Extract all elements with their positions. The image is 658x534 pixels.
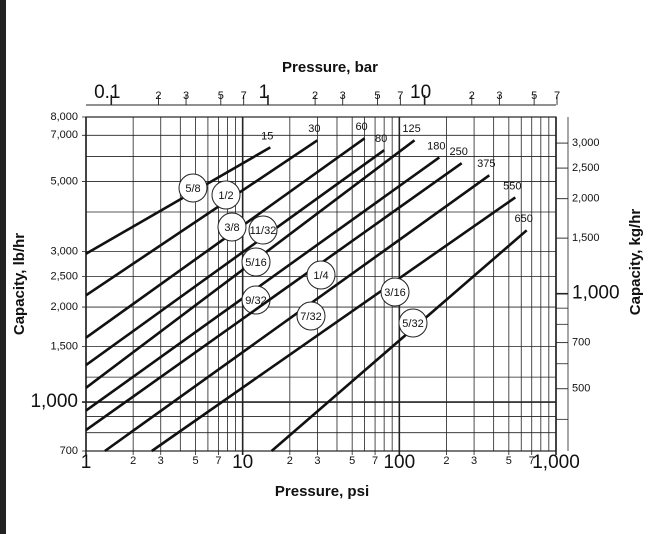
x-tick-label: 5 [506,455,512,467]
orifice-marker [296,301,326,331]
pressure-label: 180 [427,140,445,152]
series-line [85,162,463,432]
y-tick-label: 1,000 [30,391,78,412]
pressure-label: 60 [355,121,367,133]
x-tick-label: 7 [215,455,221,467]
series-line [85,139,319,297]
x-tick-label: 7 [529,455,535,467]
orifice-marker [306,260,336,290]
x-tick-label: 3 [158,455,164,467]
x-tick-label: 2 [130,455,136,467]
x2-tick-label: 7 [554,90,560,102]
x-axis-title: Pressure, psi [275,483,369,500]
y2-tick-label: 2,500 [572,162,600,174]
x-tick-label: 7 [372,455,378,467]
x-tick-label: 10 [232,452,253,473]
orifice-marker [211,180,241,210]
x2-tick-label: 0.1 [94,82,120,103]
y-axis-title: Capacity, lb/hr [11,233,28,335]
x2-tick-label: 5 [218,90,224,102]
orifice-marker [241,247,271,277]
pressure-label: 30 [308,123,320,135]
pressure-label: 375 [477,158,495,170]
x2-tick-label: 7 [397,90,403,102]
orifice-marker [178,173,208,203]
y2-tick-label: 1,500 [572,232,600,244]
y-tick-label: 1,500 [50,340,78,352]
x2-tick-label: 1 [259,82,270,103]
y-tick-label: 3,000 [50,245,78,257]
series-line [151,196,517,453]
orifice-label: 5/32 [402,318,423,330]
pressure-label: 250 [449,146,467,158]
pressure-label: 125 [402,123,420,135]
plot-frame [85,116,557,452]
y2-tick-label: 1,000 [572,283,620,304]
orifice-marker [398,308,428,338]
orifice-label: 5/8 [185,183,200,195]
y2-tick-label: 700 [572,337,590,349]
orifice-label: 5/16 [245,257,266,269]
x-tick-label: 2 [287,455,293,467]
y-tick-label: 5,000 [50,175,78,187]
orifice-label: 1/2 [218,190,233,202]
series-line [85,156,441,412]
pressure-label: 650 [515,213,533,225]
series-line [270,229,528,452]
x2-tick-label: 2 [155,90,161,102]
x-tick-label: 5 [349,455,355,467]
x2-tick-label: 2 [312,90,318,102]
y2-tick-label: 2,000 [572,193,600,205]
orifice-label: 3/16 [384,287,405,299]
y2-tick-label: 500 [572,383,590,395]
orifice-label: 3/8 [224,222,239,234]
x2-tick-label: 3 [183,90,189,102]
window-edge [0,0,6,534]
pressure-label: 80 [375,133,387,145]
orifice-label: 7/32 [300,311,321,323]
y-tick-label: 2,500 [50,270,78,282]
orifice-label: 11/32 [250,225,277,237]
x-tick-label: 3 [471,455,477,467]
y2-axis-title: Capacity, kg/hr [627,209,644,316]
x-tick-label: 5 [192,455,198,467]
top-axis-title: Pressure, bar [282,59,378,76]
x2-tick-label: 7 [241,90,247,102]
x-tick-label: 1,000 [532,452,580,473]
y2-tick-label: 3,000 [572,137,600,149]
orifice-marker [217,212,247,242]
y-tick-label: 8,000 [50,111,78,123]
x-tick-label: 3 [314,455,320,467]
x2-tick-label: 10 [410,82,431,103]
x2-tick-label: 5 [531,90,537,102]
orifice-marker [380,277,410,307]
series-line [85,146,271,255]
pressure-label: 15 [261,130,273,142]
x2-tick-label: 3 [340,90,346,102]
series-line [85,149,385,367]
y-tick-label: 2,000 [50,301,78,313]
orifice-label: 1/4 [313,270,328,282]
pressure-label: 550 [503,180,521,192]
x-tick-label: 2 [443,455,449,467]
x-tick-label: 100 [383,452,415,473]
x2-tick-label: 5 [374,90,380,102]
orifice-marker [248,215,278,245]
y-tick-label: 7,000 [50,129,78,141]
y-tick-label: 700 [60,445,78,457]
x-tick-label: 1 [81,452,92,473]
x2-tick-label: 3 [496,90,502,102]
x2-tick-label: 2 [469,90,475,102]
orifice-label: 9/32 [245,295,266,307]
